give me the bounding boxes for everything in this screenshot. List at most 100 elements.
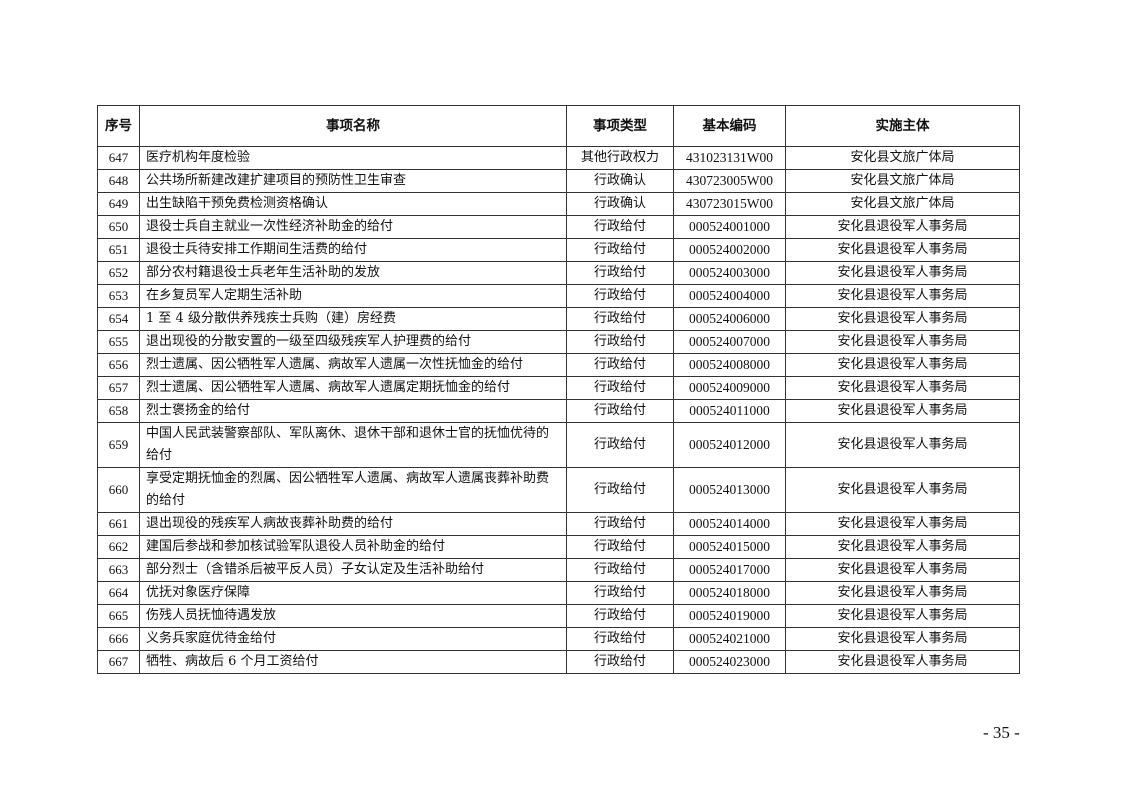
cell-item-name: 公共场所新建改建扩建项目的预防性卫生审查 [139, 169, 567, 193]
table-header-row: 序号 事项名称 事项类型 基本编码 实施主体 [97, 105, 1020, 147]
cell-index: 661 [97, 512, 140, 536]
cell-item-name: 1 至 4 级分散供养残疾士兵购（建）房经费 [139, 307, 567, 331]
cell-item-type: 行政给付 [566, 581, 674, 605]
cell-index: 653 [97, 284, 140, 308]
table-row: 653 在乡复员军人定期生活补助 行政给付 000524004000 安化县退役军人事务… [97, 284, 1020, 308]
table-row: 657 烈士遗属、因公牺牲军人遗属、病故军人遗属定期抚恤金的给付 行政给付 00052… [97, 376, 1020, 400]
cell-index: 658 [97, 399, 140, 423]
cell-implementing-body: 安化县退役军人事务局 [785, 535, 1020, 559]
cell-basic-code: 000524017000 [673, 558, 786, 582]
cell-item-name: 牺牲、病故后 6 个月工资给付 [139, 650, 567, 674]
cell-basic-code: 000524013000 [673, 467, 786, 513]
cell-item-name: 建国后参战和参加核试验军队退役人员补助金的给付 [139, 535, 567, 559]
cell-item-name: 优抚对象医疗保障 [139, 581, 567, 605]
cell-item-type: 行政给付 [566, 215, 674, 239]
header-implementing-body: 实施主体 [785, 105, 1020, 147]
table-row: 664 优抚对象医疗保障 行政给付 000524018000 安化县退役军人事务局 [97, 581, 1020, 605]
table-row: 658 烈士褒扬金的给付 行政给付 000524011000 安化县退役军人事务局 [97, 399, 1020, 423]
cell-item-name: 中国人民武装警察部队、军队离休、退休干部和退休士官的抚恤优待的给付 [139, 422, 567, 468]
table-row: 663 部分烈士（含错杀后被平反人员）子女认定及生活补助给付 行政给付 0005240… [97, 558, 1020, 582]
cell-item-name: 在乡复员军人定期生活补助 [139, 284, 567, 308]
cell-item-name: 享受定期抚恤金的烈属、因公牺牲军人遗属、病故军人遗属丧葬补助费的给付 [139, 467, 567, 513]
cell-item-type: 行政给付 [566, 558, 674, 582]
cell-implementing-body: 安化县退役军人事务局 [785, 604, 1020, 628]
cell-basic-code: 000524001000 [673, 215, 786, 239]
cell-implementing-body: 安化县退役军人事务局 [785, 558, 1020, 582]
cell-index: 657 [97, 376, 140, 400]
header-item-name: 事项名称 [139, 105, 567, 147]
cell-implementing-body: 安化县退役军人事务局 [785, 467, 1020, 513]
cell-index: 656 [97, 353, 140, 377]
cell-index: 660 [97, 467, 140, 513]
cell-index: 665 [97, 604, 140, 628]
cell-item-name: 烈士遗属、因公牺牲军人遗属、病故军人遗属定期抚恤金的给付 [139, 376, 567, 400]
table-row: 662 建国后参战和参加核试验军队退役人员补助金的给付 行政给付 0005240150… [97, 535, 1020, 559]
cell-index: 662 [97, 535, 140, 559]
cell-index: 659 [97, 422, 140, 468]
items-table: 序号 事项名称 事项类型 基本编码 实施主体 647 医疗机构年度检验 其他行政权力… [97, 105, 1020, 674]
cell-item-type: 行政给付 [566, 512, 674, 536]
table-row: 649 出生缺陷干预免费检测资格确认 行政确认 430723015W00 安化县文旅广体… [97, 192, 1020, 216]
cell-implementing-body: 安化县退役军人事务局 [785, 215, 1020, 239]
header-index: 序号 [97, 105, 140, 147]
cell-item-type: 行政给付 [566, 238, 674, 262]
table-row: 652 部分农村籍退役士兵老年生活补助的发放 行政给付 000524003000 安化县… [97, 261, 1020, 285]
cell-item-name: 退役士兵待安排工作期间生活费的给付 [139, 238, 567, 262]
cell-index: 651 [97, 238, 140, 262]
cell-item-type: 行政给付 [566, 261, 674, 285]
cell-item-type: 行政给付 [566, 650, 674, 674]
cell-basic-code: 000524002000 [673, 238, 786, 262]
cell-index: 647 [97, 146, 140, 170]
cell-basic-code: 000524007000 [673, 330, 786, 354]
cell-item-name: 退出现役的残疾军人病故丧葬补助费的给付 [139, 512, 567, 536]
header-item-type: 事项类型 [566, 105, 674, 147]
cell-index: 654 [97, 307, 140, 331]
cell-item-name: 出生缺陷干预免费检测资格确认 [139, 192, 567, 216]
cell-basic-code: 000524003000 [673, 261, 786, 285]
cell-item-name: 伤残人员抚恤待遇发放 [139, 604, 567, 628]
cell-item-type: 行政给付 [566, 284, 674, 308]
cell-item-type: 行政给付 [566, 467, 674, 513]
cell-implementing-body: 安化县文旅广体局 [785, 192, 1020, 216]
cell-basic-code: 000524008000 [673, 353, 786, 377]
cell-index: 650 [97, 215, 140, 239]
cell-implementing-body: 安化县文旅广体局 [785, 169, 1020, 193]
cell-item-name: 部分农村籍退役士兵老年生活补助的发放 [139, 261, 567, 285]
cell-index: 649 [97, 192, 140, 216]
cell-basic-code: 430723015W00 [673, 192, 786, 216]
table-row: 655 退出现役的分散安置的一级至四级残疾军人护理费的给付 行政给付 00052400… [97, 330, 1020, 354]
cell-item-type: 行政给付 [566, 535, 674, 559]
table-row: 656 烈士遗属、因公牺牲军人遗属、病故军人遗属一次性抚恤金的给付 行政给付 0005… [97, 353, 1020, 377]
cell-implementing-body: 安化县退役军人事务局 [785, 581, 1020, 605]
cell-basic-code: 000524021000 [673, 627, 786, 651]
cell-index: 652 [97, 261, 140, 285]
table-row: 650 退役士兵自主就业一次性经济补助金的给付 行政给付 000524001000 安化… [97, 215, 1020, 239]
cell-implementing-body: 安化县退役军人事务局 [785, 284, 1020, 308]
cell-basic-code: 000524023000 [673, 650, 786, 674]
table-row: 651 退役士兵待安排工作期间生活费的给付 行政给付 000524002000 安化县退… [97, 238, 1020, 262]
cell-item-type: 行政给付 [566, 422, 674, 468]
cell-basic-code: 000524019000 [673, 604, 786, 628]
table-row: 660 享受定期抚恤金的烈属、因公牺牲军人遗属、病故军人遗属丧葬补助费的给付 行政给… [97, 467, 1020, 513]
cell-index: 667 [97, 650, 140, 674]
cell-item-type: 行政确认 [566, 169, 674, 193]
cell-item-name: 部分烈士（含错杀后被平反人员）子女认定及生活补助给付 [139, 558, 567, 582]
cell-item-type: 行政给付 [566, 330, 674, 354]
cell-basic-code: 000524015000 [673, 535, 786, 559]
table-row: 667 牺牲、病故后 6 个月工资给付 行政给付 000524023000 安化县退役军… [97, 650, 1020, 674]
cell-item-type: 行政给付 [566, 627, 674, 651]
cell-implementing-body: 安化县退役军人事务局 [785, 512, 1020, 536]
cell-basic-code: 430723005W00 [673, 169, 786, 193]
cell-index: 648 [97, 169, 140, 193]
table-row: 648 公共场所新建改建扩建项目的预防性卫生审查 行政确认 430723005W00 安… [97, 169, 1020, 193]
cell-index: 663 [97, 558, 140, 582]
cell-implementing-body: 安化县退役军人事务局 [785, 261, 1020, 285]
cell-basic-code: 000524018000 [673, 581, 786, 605]
cell-basic-code: 000524009000 [673, 376, 786, 400]
cell-item-type: 行政给付 [566, 353, 674, 377]
cell-item-type: 行政给付 [566, 307, 674, 331]
cell-basic-code: 000524011000 [673, 399, 786, 423]
table-row: 666 义务兵家庭优待金给付 行政给付 000524021000 安化县退役军人事务局 [97, 627, 1020, 651]
cell-index: 655 [97, 330, 140, 354]
cell-implementing-body: 安化县退役军人事务局 [785, 627, 1020, 651]
